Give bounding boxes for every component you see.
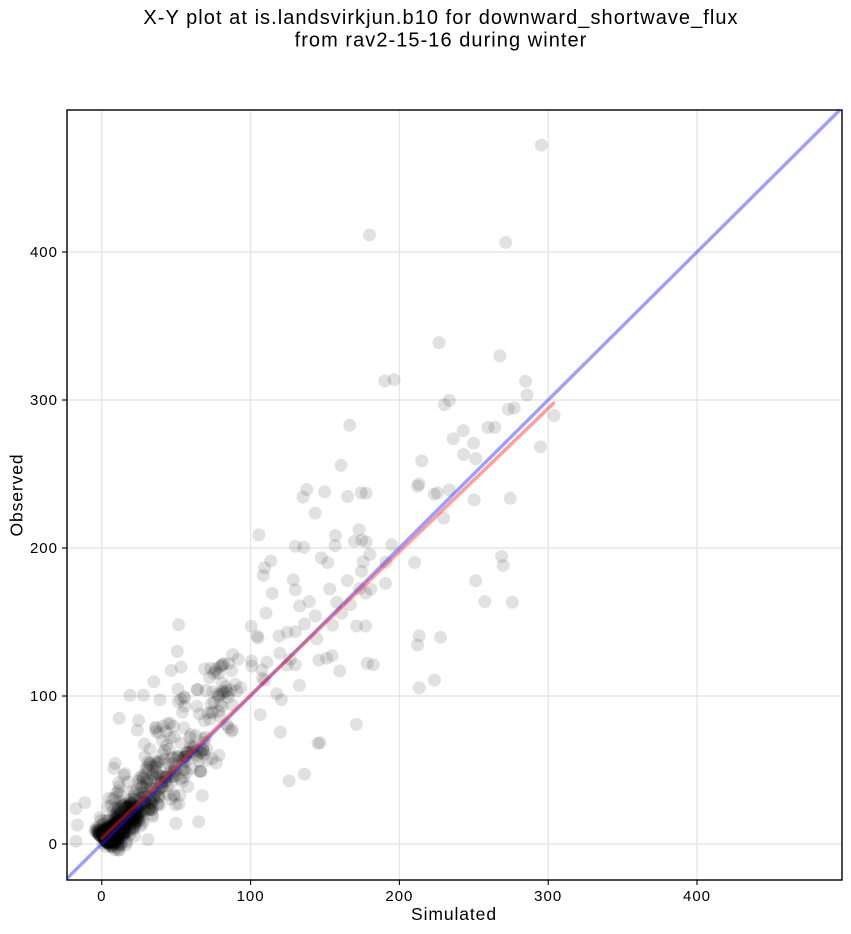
svg-text:200: 200	[30, 540, 58, 557]
svg-text:0: 0	[49, 836, 58, 853]
svg-text:100: 100	[237, 888, 265, 905]
svg-text:X-Y plot at is.landsvirkjun.b1: X-Y plot at is.landsvirkjun.b10 for down…	[143, 7, 738, 29]
svg-text:Observed: Observed	[7, 453, 27, 536]
svg-text:400: 400	[30, 244, 58, 261]
svg-text:Simulated: Simulated	[411, 904, 497, 924]
svg-text:from rav2-15-16 during winter: from rav2-15-16 during winter	[295, 29, 588, 51]
svg-text:200: 200	[385, 888, 413, 905]
svg-text:0: 0	[97, 888, 106, 905]
svg-text:300: 300	[30, 392, 58, 409]
svg-text:300: 300	[534, 888, 562, 905]
svg-text:400: 400	[683, 888, 711, 905]
svg-text:100: 100	[30, 688, 58, 705]
